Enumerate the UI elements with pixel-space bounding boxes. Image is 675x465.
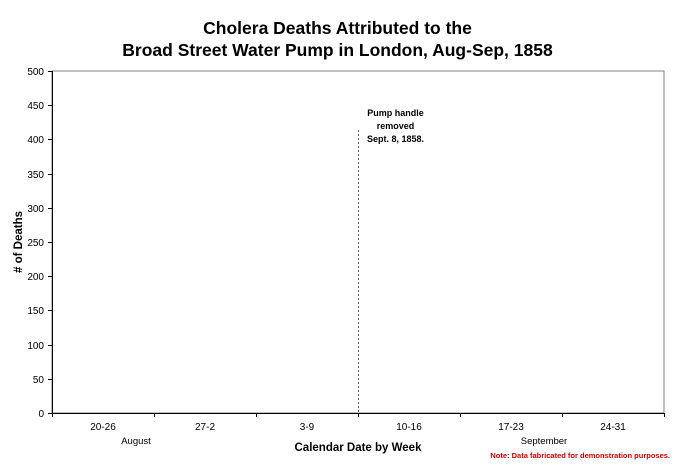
annotation-line-2: removed: [377, 121, 415, 131]
y-tick-label: 200: [27, 272, 44, 283]
y-tick-label: 250: [27, 238, 44, 249]
month-label-august: August: [121, 436, 151, 447]
x-tick-label: 20-26: [90, 422, 116, 433]
y-ticks: 0 50 100 150 200 250 300 350 400 450 500: [27, 67, 52, 420]
x-tick-label: 10-16: [396, 422, 422, 433]
y-tick-label: 400: [27, 135, 44, 146]
month-label-september: September: [521, 436, 567, 447]
x-tick-label: 24-31: [600, 422, 626, 433]
y-tick-label: 150: [27, 306, 44, 317]
y-tick-label: 350: [27, 170, 44, 181]
y-tick-label: 50: [33, 375, 45, 386]
x-ticks: 20-26 27-2 3-9 10-16 17-23 24-31: [52, 413, 665, 433]
annotation-line-3: Sept. 8, 1858.: [367, 134, 424, 144]
y-tick-label: 0: [38, 409, 44, 420]
y-tick-label: 100: [27, 341, 44, 352]
annotation-line-1: Pump handle: [367, 108, 424, 118]
y-tick-label: 450: [27, 101, 44, 112]
x-axis-label: Calendar Date by Week: [295, 442, 423, 454]
y-tick-label: 300: [27, 204, 44, 215]
x-tick-label: 17-23: [498, 422, 524, 433]
x-tick-label: 3-9: [300, 422, 315, 433]
x-tick-label: 27-2: [195, 422, 215, 433]
chart-title-line-1: Cholera Deaths Attributed to the: [203, 18, 472, 38]
data-note: Note: Data fabricated for demonstration …: [490, 451, 670, 460]
chart-title-line-2: Broad Street Water Pump in London, Aug-S…: [122, 40, 553, 60]
y-axis-label: # of Deaths: [13, 211, 25, 273]
y-tick-label: 500: [27, 67, 44, 78]
